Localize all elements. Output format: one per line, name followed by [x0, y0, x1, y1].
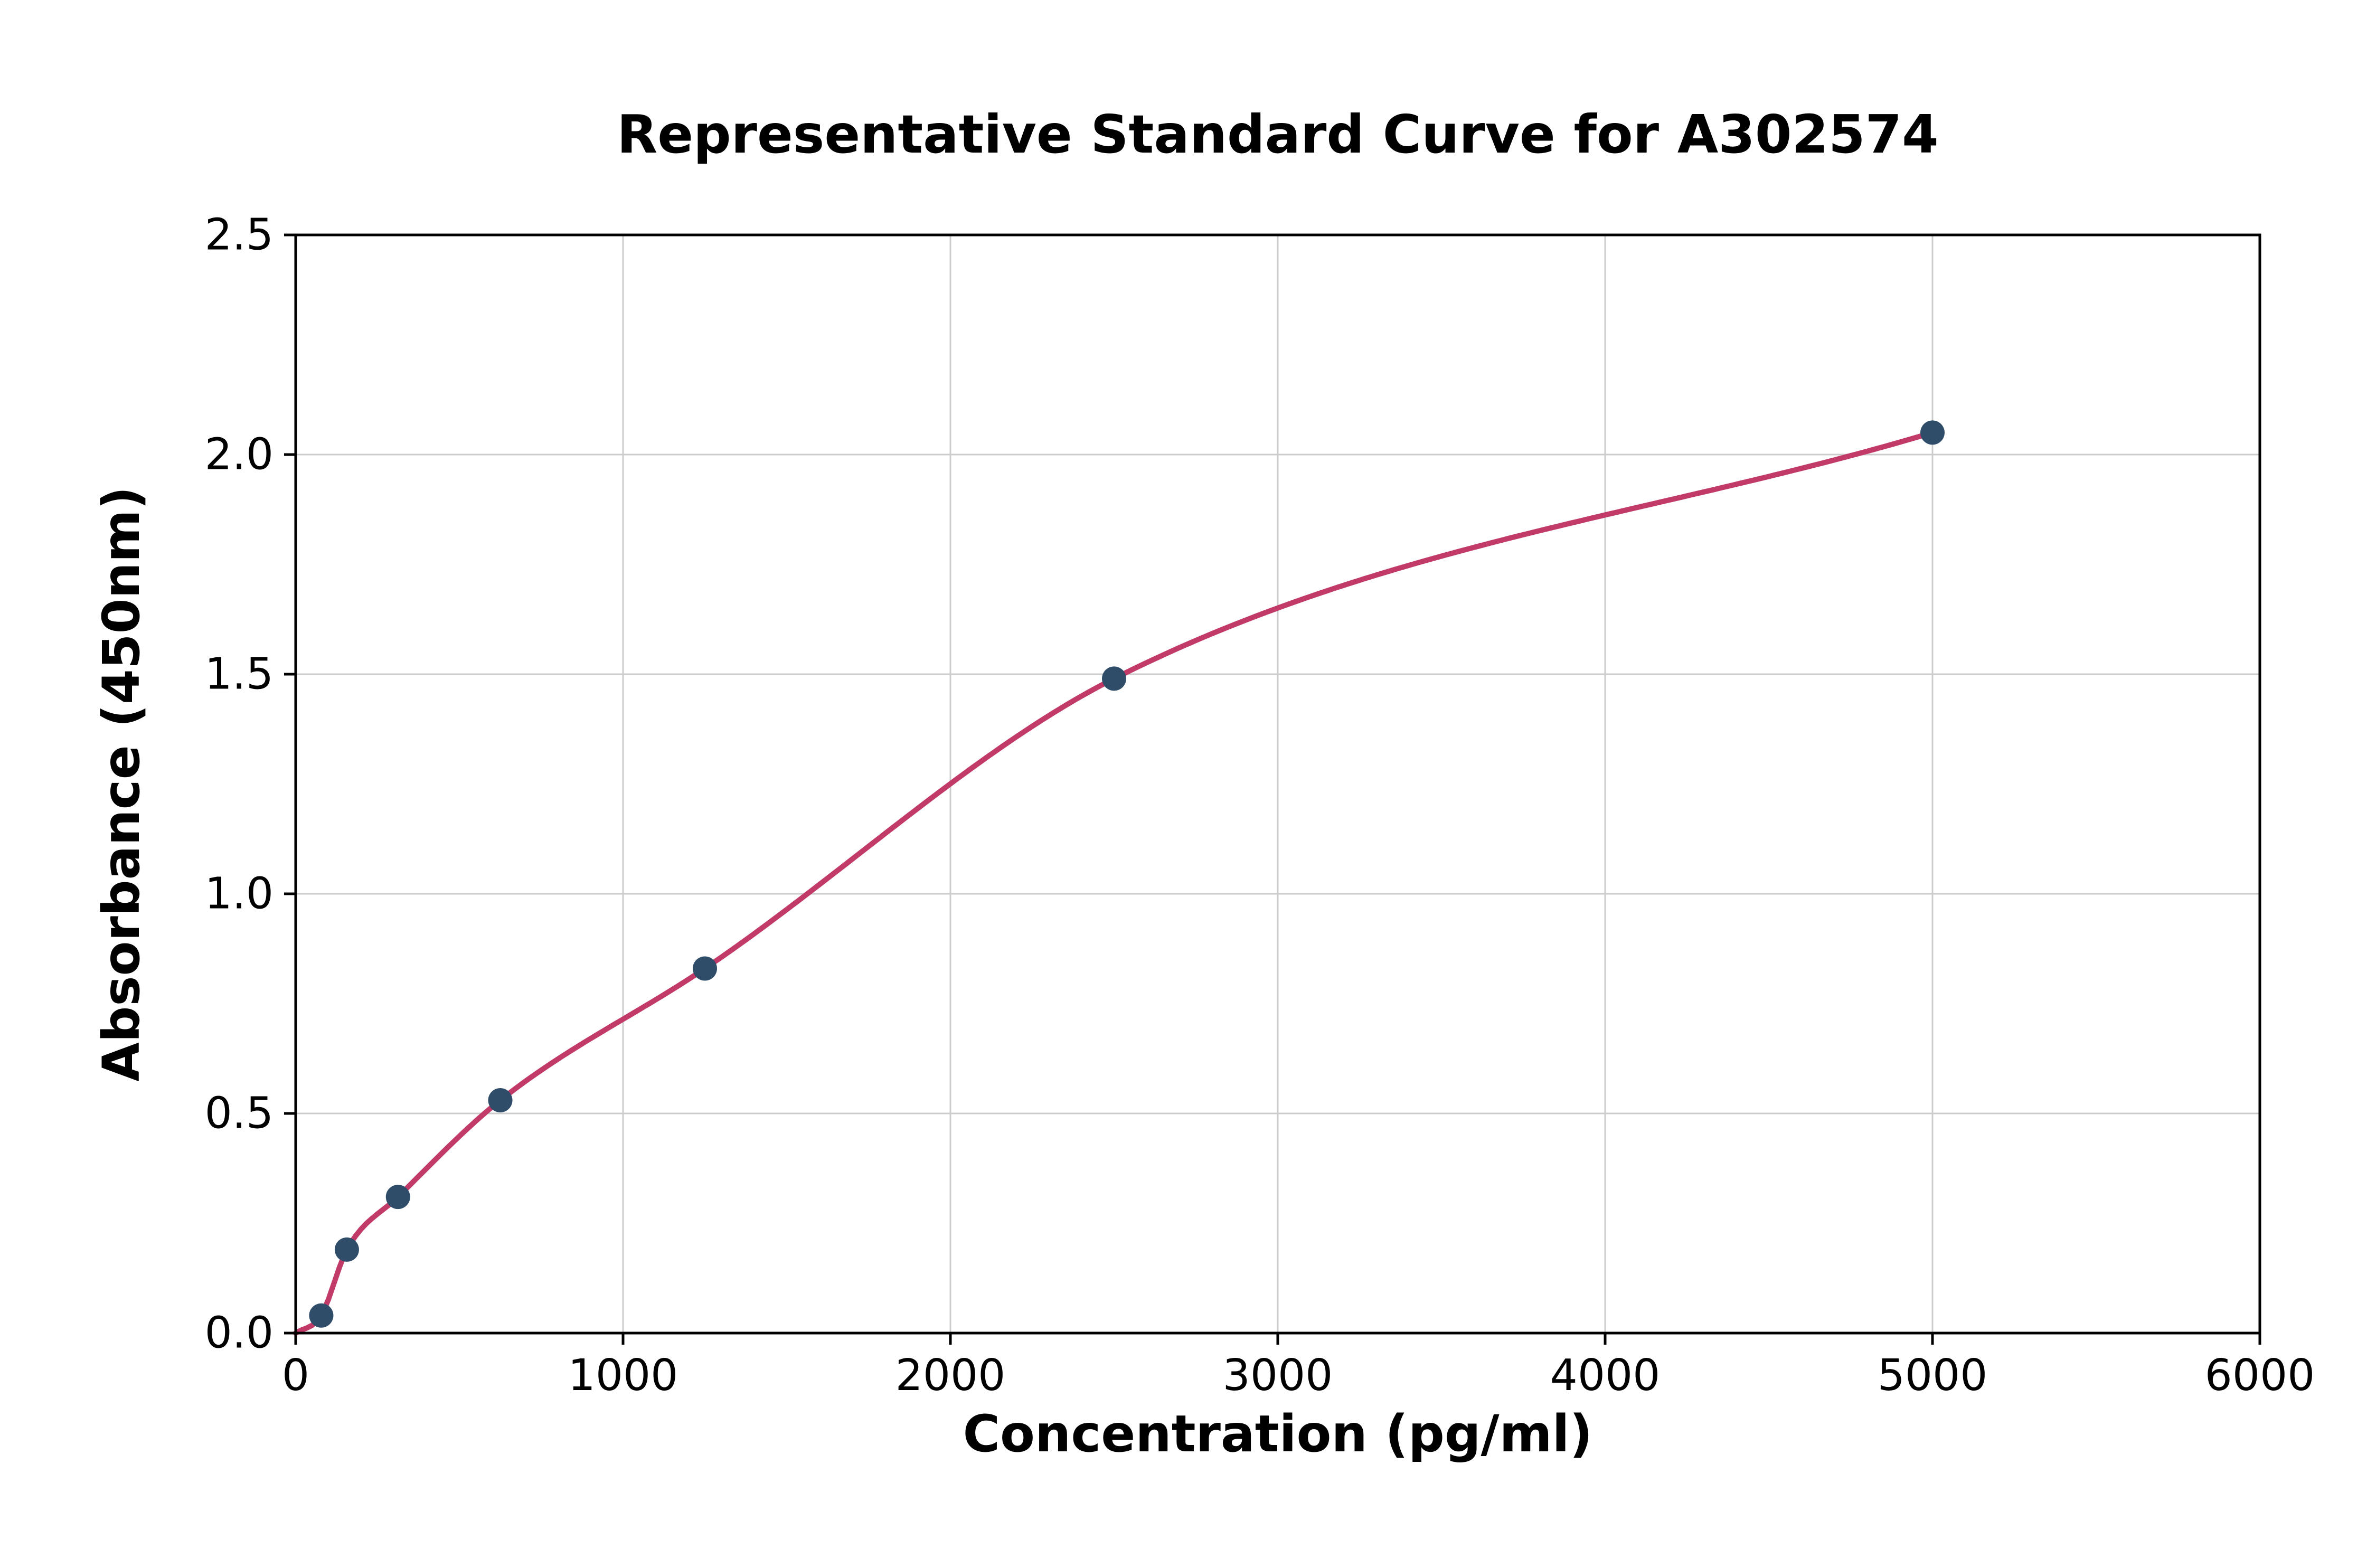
x-tick-label: 4000	[1550, 1350, 1661, 1401]
x-tick-label: 3000	[1223, 1350, 1333, 1401]
x-tick-label: 5000	[1878, 1350, 1988, 1401]
y-tick-label: 1.0	[205, 869, 274, 919]
x-tick-label: 2000	[895, 1350, 1006, 1401]
data-point	[1920, 420, 1945, 445]
x-axis-label: Concentration (pg/ml)	[963, 1404, 1593, 1463]
chart-title: Representative Standard Curve for A30257…	[617, 103, 1939, 165]
data-point	[693, 956, 717, 981]
data-point	[385, 1185, 410, 1210]
y-tick-label: 2.0	[205, 430, 274, 480]
x-tick-label: 6000	[2205, 1350, 2315, 1401]
y-tick-label: 2.5	[205, 210, 274, 260]
data-point	[488, 1088, 513, 1113]
data-point	[1102, 666, 1126, 691]
data-point	[334, 1237, 359, 1262]
y-tick-label: 1.5	[205, 649, 274, 700]
y-tick-label: 0.0	[205, 1308, 274, 1358]
x-tick-label: 1000	[568, 1350, 678, 1401]
x-tick-label: 0	[282, 1350, 309, 1401]
data-point	[309, 1303, 334, 1328]
y-tick-label: 0.5	[205, 1089, 274, 1139]
y-axis-label: Absorbance (450nm)	[92, 486, 151, 1082]
